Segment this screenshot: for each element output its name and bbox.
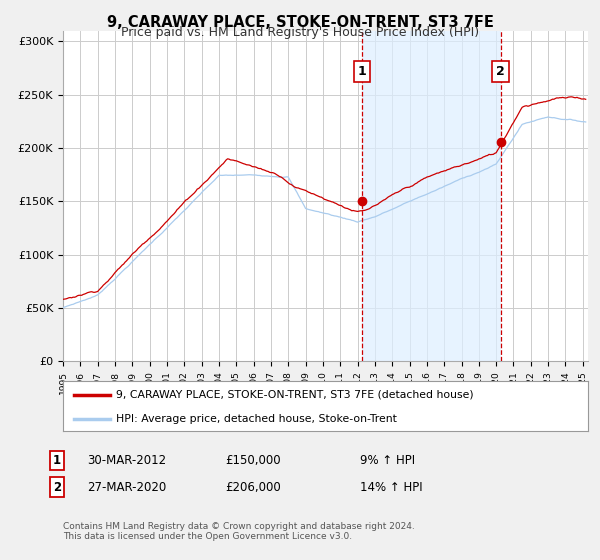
Text: 2: 2 xyxy=(53,480,61,494)
Text: 1: 1 xyxy=(53,454,61,467)
Bar xyxy=(362,31,500,361)
Text: £150,000: £150,000 xyxy=(225,454,281,467)
Text: HPI: Average price, detached house, Stoke-on-Trent: HPI: Average price, detached house, Stok… xyxy=(115,414,397,423)
Text: 9, CARAWAY PLACE, STOKE-ON-TRENT, ST3 7FE: 9, CARAWAY PLACE, STOKE-ON-TRENT, ST3 7F… xyxy=(107,15,493,30)
Text: 9% ↑ HPI: 9% ↑ HPI xyxy=(360,454,415,467)
Text: Contains HM Land Registry data © Crown copyright and database right 2024.
This d: Contains HM Land Registry data © Crown c… xyxy=(63,522,415,542)
Text: 2: 2 xyxy=(496,65,505,78)
Text: 14% ↑ HPI: 14% ↑ HPI xyxy=(360,480,422,494)
Text: Price paid vs. HM Land Registry's House Price Index (HPI): Price paid vs. HM Land Registry's House … xyxy=(121,26,479,39)
Text: 9, CARAWAY PLACE, STOKE-ON-TRENT, ST3 7FE (detached house): 9, CARAWAY PLACE, STOKE-ON-TRENT, ST3 7F… xyxy=(115,390,473,400)
Text: 27-MAR-2020: 27-MAR-2020 xyxy=(87,480,166,494)
Text: £206,000: £206,000 xyxy=(225,480,281,494)
Text: 30-MAR-2012: 30-MAR-2012 xyxy=(87,454,166,467)
Text: 1: 1 xyxy=(358,65,366,78)
